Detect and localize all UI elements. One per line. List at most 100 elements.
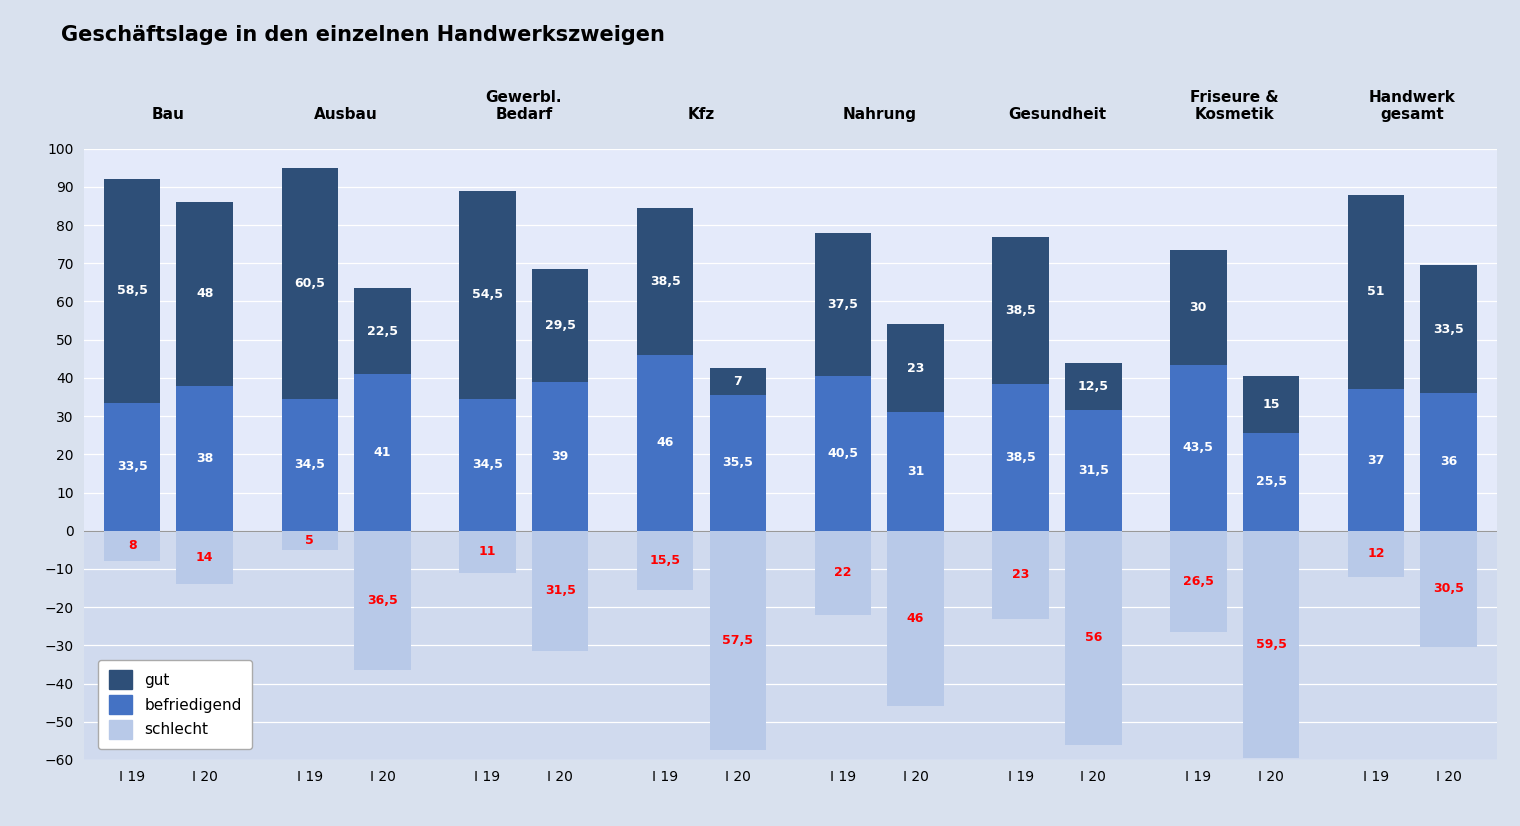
Bar bbox=[84, 531, 1497, 760]
Text: 34,5: 34,5 bbox=[473, 458, 503, 472]
Bar bbox=[1421, 393, 1477, 531]
Text: 31,5: 31,5 bbox=[1078, 464, 1108, 477]
Bar bbox=[815, 376, 871, 531]
Text: 29,5: 29,5 bbox=[544, 319, 576, 332]
Text: 38,5: 38,5 bbox=[1005, 451, 1037, 463]
Text: 22: 22 bbox=[834, 567, 851, 579]
Text: 38,5: 38,5 bbox=[1005, 304, 1037, 316]
Bar bbox=[281, 531, 337, 550]
Legend: gut, befriedigend, schlecht: gut, befriedigend, schlecht bbox=[99, 660, 252, 749]
Bar bbox=[532, 269, 588, 382]
Bar bbox=[1348, 195, 1404, 389]
Bar bbox=[354, 531, 410, 670]
Text: Nahrung: Nahrung bbox=[842, 107, 917, 122]
Bar bbox=[637, 531, 693, 590]
Text: 30,5: 30,5 bbox=[1433, 582, 1464, 596]
Bar bbox=[1421, 531, 1477, 648]
Text: 33,5: 33,5 bbox=[117, 460, 147, 473]
Bar bbox=[1066, 531, 1122, 745]
Text: 57,5: 57,5 bbox=[722, 634, 754, 647]
Text: 30: 30 bbox=[1190, 301, 1207, 314]
Text: Gesundheit: Gesundheit bbox=[1008, 107, 1107, 122]
Text: Bau: Bau bbox=[152, 107, 185, 122]
Bar bbox=[710, 531, 766, 750]
Text: 15: 15 bbox=[1262, 398, 1280, 411]
Bar bbox=[459, 531, 515, 572]
Text: Ausbau: Ausbau bbox=[315, 107, 378, 122]
Bar bbox=[532, 531, 588, 651]
Text: 11: 11 bbox=[479, 545, 496, 558]
Text: Friseure &
Kosmetik: Friseure & Kosmetik bbox=[1190, 89, 1278, 122]
Bar bbox=[1170, 250, 1227, 364]
Text: 14: 14 bbox=[196, 551, 213, 564]
Bar bbox=[888, 412, 944, 531]
Bar bbox=[710, 395, 766, 531]
Bar bbox=[1243, 376, 1300, 434]
Text: 40,5: 40,5 bbox=[827, 447, 859, 460]
Bar bbox=[1348, 531, 1404, 577]
Bar bbox=[103, 531, 160, 562]
Bar bbox=[103, 403, 160, 531]
Text: 31,5: 31,5 bbox=[544, 584, 576, 597]
Text: 23: 23 bbox=[907, 362, 924, 375]
Bar bbox=[710, 368, 766, 395]
Bar bbox=[637, 208, 693, 355]
Bar bbox=[1170, 531, 1227, 632]
Bar bbox=[176, 386, 233, 531]
Bar bbox=[103, 179, 160, 403]
Text: 36,5: 36,5 bbox=[368, 594, 398, 607]
Text: Gewerbl.
Bedarf: Gewerbl. Bedarf bbox=[485, 89, 562, 122]
Text: 23: 23 bbox=[1012, 568, 1029, 582]
Text: 43,5: 43,5 bbox=[1183, 441, 1214, 454]
Bar bbox=[815, 531, 871, 615]
Bar bbox=[993, 383, 1049, 531]
Bar bbox=[459, 191, 515, 399]
Text: 15,5: 15,5 bbox=[649, 553, 681, 567]
Text: Handwerk
gesamt: Handwerk gesamt bbox=[1370, 89, 1456, 122]
Text: 56: 56 bbox=[1085, 631, 1102, 644]
Bar bbox=[815, 233, 871, 376]
Text: 54,5: 54,5 bbox=[473, 288, 503, 301]
Text: 39: 39 bbox=[552, 449, 568, 463]
Bar bbox=[1170, 364, 1227, 531]
Bar bbox=[1243, 434, 1300, 531]
Text: 26,5: 26,5 bbox=[1183, 575, 1214, 588]
Text: 41: 41 bbox=[374, 446, 391, 459]
Text: 48: 48 bbox=[196, 287, 213, 301]
Text: 7: 7 bbox=[734, 375, 742, 388]
Text: 58,5: 58,5 bbox=[117, 284, 147, 297]
Bar bbox=[354, 288, 410, 374]
Text: 51: 51 bbox=[1368, 286, 1385, 298]
Text: 12,5: 12,5 bbox=[1078, 380, 1108, 393]
Bar bbox=[993, 236, 1049, 383]
Text: 5: 5 bbox=[306, 534, 315, 547]
Bar bbox=[532, 382, 588, 531]
Bar bbox=[176, 531, 233, 584]
Text: 12: 12 bbox=[1368, 547, 1385, 560]
Bar bbox=[176, 202, 233, 386]
Text: 8: 8 bbox=[128, 539, 137, 553]
Text: 46: 46 bbox=[907, 612, 924, 625]
Text: 60,5: 60,5 bbox=[295, 277, 325, 290]
Text: 33,5: 33,5 bbox=[1433, 323, 1464, 335]
Text: 31: 31 bbox=[907, 465, 924, 478]
Text: 37: 37 bbox=[1368, 453, 1385, 467]
Bar bbox=[459, 399, 515, 531]
Bar bbox=[354, 374, 410, 531]
Bar bbox=[637, 355, 693, 531]
Bar bbox=[1421, 265, 1477, 393]
Bar bbox=[1066, 411, 1122, 531]
Text: 36: 36 bbox=[1439, 455, 1458, 468]
Bar bbox=[281, 168, 337, 399]
Text: Geschäftslage in den einzelnen Handwerkszweigen: Geschäftslage in den einzelnen Handwerks… bbox=[61, 25, 664, 45]
Text: 59,5: 59,5 bbox=[1256, 638, 1286, 651]
Bar bbox=[1348, 389, 1404, 531]
Text: 34,5: 34,5 bbox=[295, 458, 325, 472]
Bar bbox=[888, 531, 944, 706]
Text: 35,5: 35,5 bbox=[722, 457, 754, 469]
Text: Kfz: Kfz bbox=[689, 107, 716, 122]
Text: 46: 46 bbox=[657, 436, 673, 449]
Bar bbox=[281, 399, 337, 531]
Text: 37,5: 37,5 bbox=[827, 298, 859, 311]
Text: 22,5: 22,5 bbox=[366, 325, 398, 338]
